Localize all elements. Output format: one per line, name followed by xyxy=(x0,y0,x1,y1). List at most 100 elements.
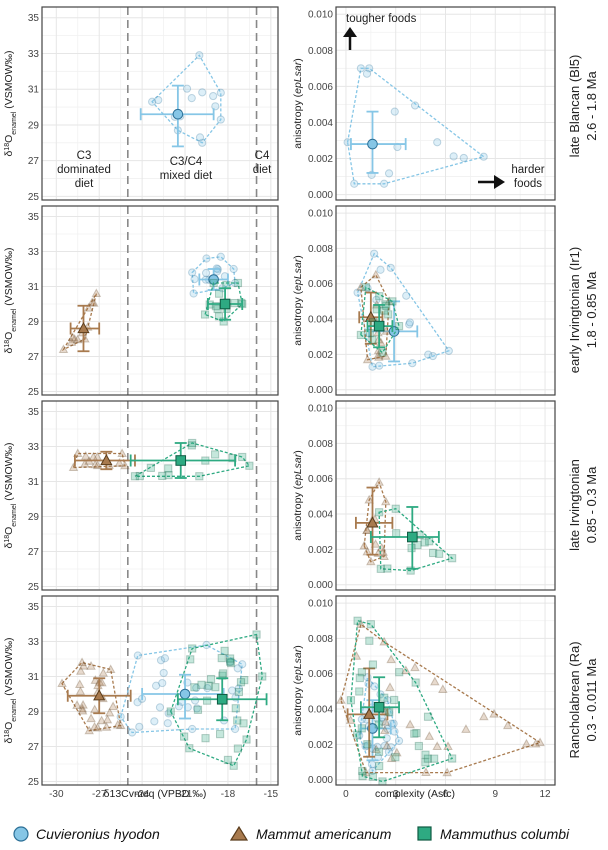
series-cuvieronius xyxy=(139,51,225,148)
series-mammut xyxy=(57,657,132,735)
mean-marker xyxy=(172,108,184,120)
specimen-point xyxy=(390,727,399,736)
specimen-point xyxy=(358,772,367,781)
x-tick-label: 12 xyxy=(539,789,551,800)
specimen-point xyxy=(383,696,392,705)
arrow-right-icon xyxy=(478,175,505,189)
specimen-point xyxy=(444,346,453,355)
convex-hull xyxy=(61,661,122,732)
specimen-point xyxy=(430,676,440,686)
specimen-point xyxy=(86,660,96,670)
specimen-point xyxy=(394,736,404,745)
specimen-point xyxy=(382,301,391,311)
specimen-point xyxy=(155,703,165,712)
specimen-point xyxy=(236,678,246,687)
y-axis-title: δ18Oenamel (VSMOW‰) xyxy=(3,247,18,353)
specimen-point xyxy=(188,644,197,653)
specimen-point xyxy=(217,653,226,663)
specimen-point xyxy=(432,741,442,751)
food-annotations: tougher foods harder foods xyxy=(343,13,545,190)
legend-triangle-icon xyxy=(229,825,249,841)
specimen-point xyxy=(535,737,545,747)
specimen-point xyxy=(78,660,89,670)
x-tick-label: 6 xyxy=(443,789,449,800)
series-cuvieronius xyxy=(116,640,247,737)
y-axis-title: anisotropy (epLsar) xyxy=(292,450,304,540)
specimen-point xyxy=(195,133,205,142)
panel-border xyxy=(41,205,279,396)
specimen-point xyxy=(148,97,157,106)
specimen-point xyxy=(229,264,238,274)
specimen-point xyxy=(353,288,362,297)
convex-hull xyxy=(360,273,390,361)
specimen-point xyxy=(370,249,379,258)
specimen-point xyxy=(410,729,419,738)
y-tick-label: 0.000 xyxy=(308,775,333,786)
microwear-panel-row-3: 0.000 0.002 0.004 0.006 0.008 0.010 0 3 6 9 12 anis… xyxy=(292,595,556,800)
specimen-point xyxy=(435,549,444,558)
specimen-point xyxy=(380,693,389,702)
series-mammuthus xyxy=(346,616,457,786)
specimen-point xyxy=(430,754,439,763)
y-tick-label: 0.004 xyxy=(308,705,333,716)
specimen-point xyxy=(158,471,167,481)
specimen-point xyxy=(201,268,211,278)
specimen-point xyxy=(461,724,471,733)
y-tick-label: 0.010 xyxy=(308,10,333,21)
specimen-point xyxy=(424,731,435,740)
specimen-point xyxy=(233,278,243,288)
mean-marker xyxy=(407,531,418,543)
specimen-point xyxy=(233,664,242,673)
microwear-panel-row-2: 0.000 0.002 0.004 0.006 0.008 0.010 anisotropy… xyxy=(292,400,556,591)
specimen-point xyxy=(402,291,411,300)
specimen-point xyxy=(216,252,225,261)
series-cuvieronius xyxy=(188,252,240,298)
y-tick-label: 0.008 xyxy=(308,244,333,255)
y-axis-title: δ18Oenamel (VSMOW‰) xyxy=(3,637,18,743)
x-tick-label: -15 xyxy=(264,789,279,800)
specimen-point xyxy=(198,88,207,97)
convex-hull xyxy=(346,67,486,185)
specimen-point xyxy=(86,713,96,723)
diet-c4-label: C4 xyxy=(255,150,270,162)
specimen-point xyxy=(116,712,125,721)
panel-background xyxy=(42,401,278,590)
specimen-point xyxy=(193,705,203,714)
row-label-3-range: 0.3 - 0.011 Ma xyxy=(584,658,599,742)
y-axis-title: δ18Oenamel (VSMOW‰) xyxy=(3,442,18,548)
specimen-point xyxy=(388,297,397,306)
specimen-point xyxy=(421,767,431,776)
specimen-point xyxy=(373,352,384,361)
specimen-point xyxy=(442,767,452,777)
specimen-point xyxy=(160,654,170,663)
y-tick-label: 0.002 xyxy=(308,545,333,556)
specimen-point xyxy=(357,715,366,724)
convex-hull xyxy=(151,54,222,144)
specimen-point xyxy=(371,744,381,753)
specimen-point xyxy=(373,345,384,355)
mean-marker xyxy=(175,455,187,466)
specimen-point xyxy=(429,548,438,558)
specimen-point xyxy=(380,306,389,315)
specimen-point xyxy=(188,268,197,277)
specimen-point xyxy=(438,684,448,693)
convex-hull xyxy=(340,623,542,774)
mean-marker xyxy=(77,321,90,334)
specimen-point xyxy=(336,695,346,704)
y-tick-label: 27 xyxy=(28,352,40,363)
specimen-point xyxy=(219,317,228,326)
specimen-point xyxy=(395,668,404,677)
specimen-point xyxy=(346,696,356,705)
specimen-point xyxy=(87,297,97,306)
specimen-point xyxy=(420,538,429,547)
series-mammuthus xyxy=(200,278,247,326)
specimen-point xyxy=(151,681,161,690)
x-tick-label: 3 xyxy=(393,789,399,800)
isotope-panel-row-3: 25 27 29 31 33 35 -30 -27 -24 -21 -18 -15 δ18Oenamel… xyxy=(3,595,279,800)
y-tick-label: 27 xyxy=(28,742,40,753)
specimen-point xyxy=(163,719,172,728)
specimen-point xyxy=(66,337,77,346)
specimen-point xyxy=(215,289,224,298)
specimen-point xyxy=(368,772,377,781)
specimen-point xyxy=(376,564,385,573)
